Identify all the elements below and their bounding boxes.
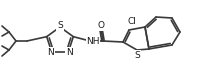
Text: N: N: [47, 48, 54, 57]
Text: O: O: [98, 21, 104, 30]
Text: S: S: [57, 21, 63, 30]
Text: Cl: Cl: [128, 16, 137, 26]
Text: S: S: [134, 51, 140, 60]
Text: NH: NH: [86, 36, 100, 46]
Text: N: N: [66, 48, 73, 57]
